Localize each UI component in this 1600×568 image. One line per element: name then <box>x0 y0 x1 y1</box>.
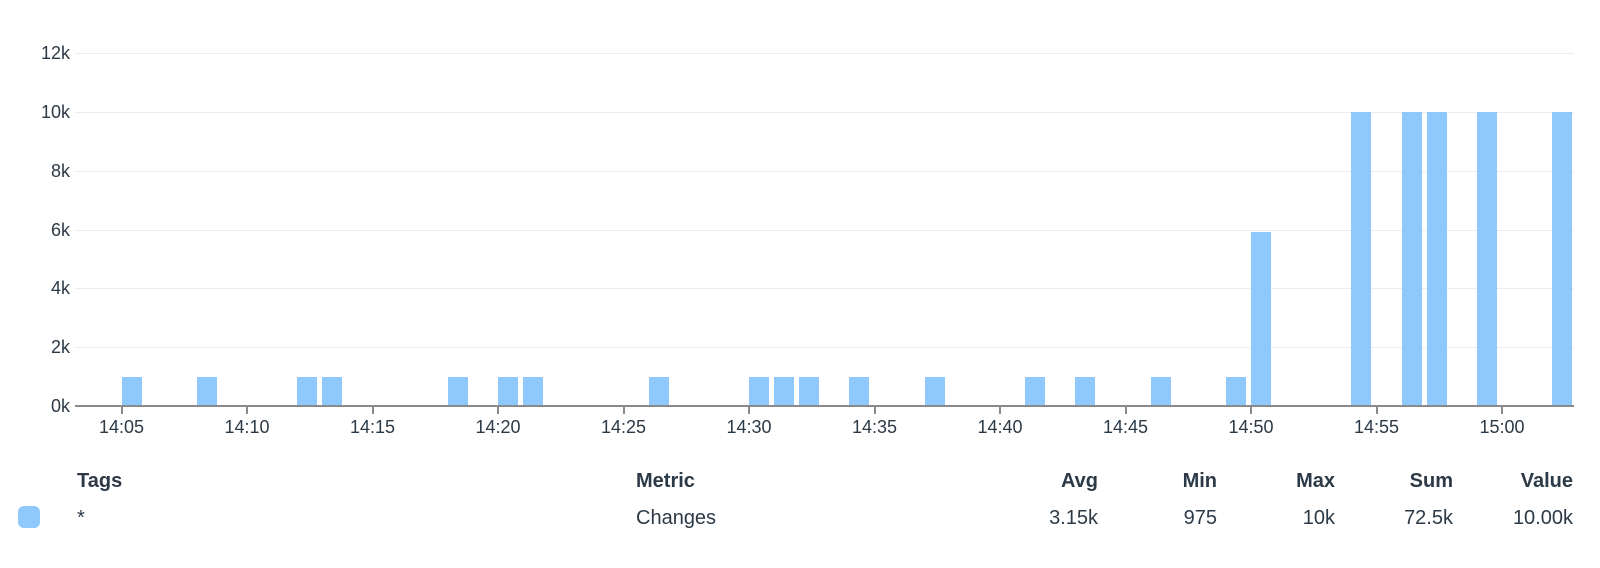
legend-header-metric: Metric <box>636 470 695 492</box>
series-color-swatch[interactable] <box>18 506 40 528</box>
x-axis-label: 14:05 <box>98 417 145 437</box>
bar[interactable] <box>1225 377 1246 406</box>
legend-header-max: Max <box>1296 470 1335 492</box>
bar[interactable] <box>749 377 769 406</box>
x-axis-tick <box>873 407 876 414</box>
chart-gridline <box>75 170 1574 172</box>
x-axis-tick <box>748 407 750 414</box>
x-axis-label: 14:10 <box>224 417 270 437</box>
chart-gridline <box>75 347 1574 349</box>
x-axis-label: 14:50 <box>1228 417 1274 437</box>
bar[interactable] <box>1075 377 1096 406</box>
legend-cell-max: 10k <box>1302 507 1335 529</box>
bar[interactable] <box>1401 112 1422 406</box>
chart-gridline <box>75 112 1574 113</box>
y-axis-label: 4k <box>50 278 70 299</box>
x-axis-tick <box>497 407 499 414</box>
x-axis-tick <box>1375 407 1378 414</box>
legend-table: Tags Metric Avg Min Max Sum Value * Chan… <box>0 455 1600 568</box>
bar[interactable] <box>297 377 318 406</box>
x-axis-label: 14:35 <box>851 417 898 437</box>
bar[interactable] <box>1025 377 1046 406</box>
x-axis-tick <box>1250 407 1252 414</box>
x-axis-label: 14:30 <box>726 417 772 437</box>
bar[interactable] <box>648 377 669 406</box>
legend-cell-avg: 3.15k <box>1049 507 1098 529</box>
x-axis-label: 15:00 <box>1479 417 1525 437</box>
bar[interactable] <box>1351 112 1372 406</box>
bar[interactable] <box>447 377 468 406</box>
bar[interactable] <box>1552 112 1573 406</box>
x-axis-label: 14:20 <box>475 417 521 437</box>
legend-cell-min: 975 <box>1183 507 1217 529</box>
legend-cell-tags: * <box>77 507 85 529</box>
x-axis-label: 14:15 <box>349 417 396 437</box>
y-axis-label: 12k <box>40 43 70 64</box>
legend-header-sum: Sum <box>1409 470 1453 492</box>
bar[interactable] <box>774 377 795 406</box>
bar[interactable] <box>1476 112 1497 406</box>
legend-header-tags: Tags <box>77 470 123 492</box>
legend-header-avg: Avg <box>1060 470 1098 492</box>
legend-cell-sum: 72.5k <box>1404 507 1453 529</box>
bar[interactable] <box>1251 232 1271 406</box>
legend-header-value: Value <box>1520 470 1573 492</box>
chart-gridline <box>75 53 1574 55</box>
legend-cell-value: 10.00k <box>1512 507 1573 529</box>
bar[interactable] <box>196 377 217 406</box>
x-axis-tick <box>1501 407 1503 414</box>
x-axis-tick <box>622 407 625 414</box>
chart-gridline <box>75 288 1574 290</box>
x-axis-label: 14:45 <box>1102 417 1149 437</box>
legend-cell-metric: Changes <box>636 507 717 529</box>
x-axis-label: 14:55 <box>1353 417 1400 437</box>
bar[interactable] <box>849 377 870 406</box>
bar[interactable] <box>498 377 518 406</box>
y-axis-label: 0k <box>50 396 70 416</box>
bar[interactable] <box>1426 112 1447 406</box>
x-axis-label: 14:25 <box>600 417 647 437</box>
bar[interactable] <box>523 377 544 406</box>
y-axis-label: 10k <box>40 102 70 122</box>
x-axis-tick <box>246 407 248 414</box>
bar[interactable] <box>121 377 142 406</box>
x-axis-tick <box>999 407 1001 414</box>
y-axis-label: 8k <box>50 160 70 181</box>
x-axis-label: 14:40 <box>977 417 1023 437</box>
legend-row[interactable]: * Changes 3.15k 975 10k 72.5k 10.00k <box>0 504 1600 532</box>
bar[interactable] <box>924 377 945 406</box>
x-axis-tick <box>120 407 123 414</box>
bar[interactable] <box>322 377 343 406</box>
x-axis-line <box>75 405 1574 407</box>
y-axis-label: 6k <box>50 219 70 240</box>
x-axis-tick <box>1124 407 1127 414</box>
chart-gridline <box>75 229 1574 231</box>
legend-header-row: Tags Metric Avg Min Max Sum Value <box>0 467 1600 495</box>
legend-header-min: Min <box>1182 470 1217 492</box>
x-axis-tick <box>371 407 374 414</box>
changes-bar-chart[interactable]: 0k 2k 4k 6k 8k 10k 12k 14:05 14:10 14:15 14:20 14:2… <box>0 0 1600 445</box>
bar[interactable] <box>1150 377 1171 406</box>
bar[interactable] <box>799 377 820 406</box>
y-axis-label: 2k <box>50 337 70 358</box>
